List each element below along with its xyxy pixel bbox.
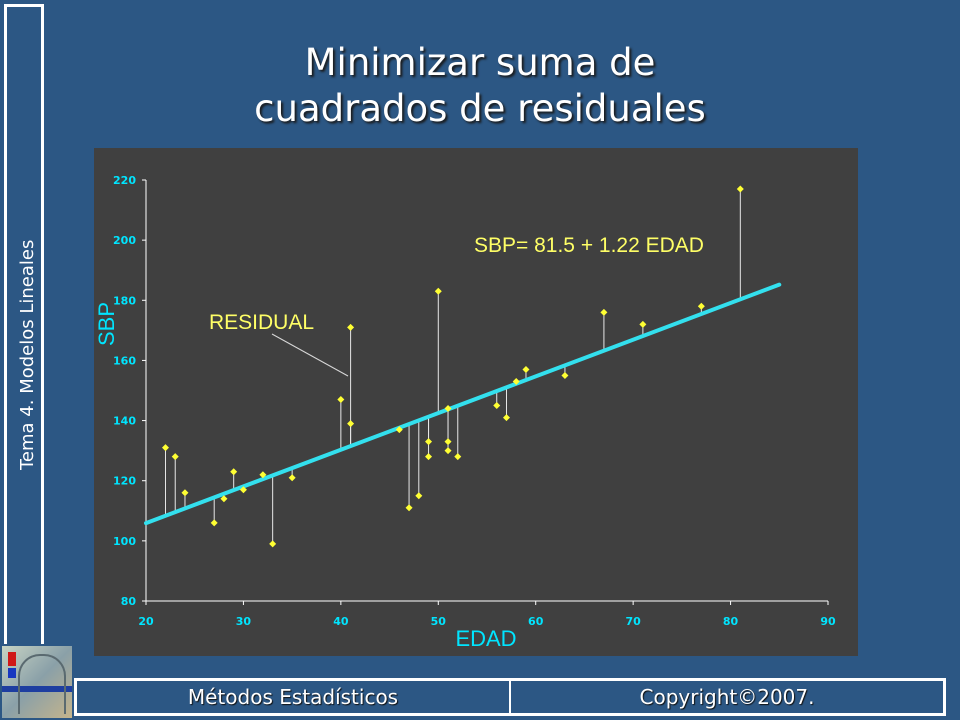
y-tick-label: 220 xyxy=(113,174,136,187)
x-tick-label: 60 xyxy=(528,615,544,628)
left-frame xyxy=(4,4,44,644)
y-tick-label: 120 xyxy=(113,475,136,488)
data-point xyxy=(522,365,530,373)
data-point xyxy=(512,377,520,385)
x-tick-label: 90 xyxy=(820,615,836,628)
chart-ticks: 20 30 40 50 60 70 80 90 80 100 120 140 160 180 200 220 xyxy=(113,174,836,628)
institution-logo xyxy=(2,646,72,718)
data-point xyxy=(454,453,462,461)
data-point xyxy=(444,405,452,413)
data-point xyxy=(444,447,452,455)
data-point xyxy=(347,323,355,331)
data-point xyxy=(415,492,423,500)
data-point xyxy=(230,468,238,476)
data-point xyxy=(600,308,608,316)
data-point xyxy=(405,504,413,512)
residual-lines xyxy=(164,189,741,544)
regression-line xyxy=(144,282,782,526)
data-point xyxy=(337,396,345,404)
data-point xyxy=(736,185,744,193)
footer-course: Métodos Estadísticos xyxy=(187,685,399,709)
y-tick-label: 160 xyxy=(113,354,136,367)
data-point xyxy=(239,486,247,494)
data-point xyxy=(288,474,296,482)
y-tick-label: 80 xyxy=(121,595,137,608)
data-point xyxy=(493,402,501,410)
data-point xyxy=(259,471,267,479)
x-tick-label: 70 xyxy=(625,615,641,628)
y-tick-label: 200 xyxy=(113,234,136,247)
logo-blue-mark xyxy=(8,668,16,678)
slide-title-line-1: Minimizar suma de xyxy=(304,41,656,84)
regression-line-group xyxy=(144,282,782,526)
data-points xyxy=(161,185,744,548)
residual-annotation-label: RESIDUAL xyxy=(209,311,314,334)
slide-title: Minimizar suma de cuadrados de residuale… xyxy=(100,40,860,132)
logo-arch xyxy=(18,654,66,714)
data-point xyxy=(502,414,510,422)
data-point xyxy=(425,438,433,446)
chart-axes xyxy=(145,180,828,602)
y-axis-label: SBP xyxy=(94,302,119,346)
y-tick-label: 180 xyxy=(113,294,136,307)
chart-panel: 20 30 40 50 60 70 80 90 80 100 120 140 160 180 200 220 … xyxy=(94,148,858,656)
data-point xyxy=(425,453,433,461)
data-point xyxy=(434,287,442,295)
data-point xyxy=(395,426,403,434)
x-tick-label: 50 xyxy=(431,615,447,628)
footer-copyright: Copyright©2007. xyxy=(509,681,943,713)
x-tick-label: 20 xyxy=(138,615,154,628)
logo-red-mark xyxy=(8,652,16,666)
slide-title-line-2: cuadrados de residuales xyxy=(254,87,706,130)
y-tick-label: 100 xyxy=(113,535,136,548)
data-point xyxy=(697,302,705,310)
data-point xyxy=(347,420,355,428)
footer-bar: Métodos Estadísticos Copyright©2007. xyxy=(74,678,946,716)
x-tick-label: 40 xyxy=(333,615,349,628)
y-tick-label: 140 xyxy=(113,415,136,428)
data-point xyxy=(220,495,228,503)
data-point xyxy=(210,519,218,527)
data-point xyxy=(161,444,169,452)
data-point xyxy=(444,438,452,446)
sidebar-title: Tema 4. Modelos Lineales xyxy=(17,239,38,470)
data-point xyxy=(269,540,277,548)
data-point xyxy=(171,453,179,461)
x-tick-label: 30 xyxy=(236,615,252,628)
data-point xyxy=(561,371,569,379)
logo-stripe xyxy=(2,686,72,692)
regression-equation-label: SBP= 81.5 + 1.22 EDAD xyxy=(474,234,704,257)
data-point xyxy=(181,489,189,497)
x-axis-label: EDAD xyxy=(455,626,516,651)
scatter-chart: 20 30 40 50 60 70 80 9080100120140160180200220 … xyxy=(94,174,836,651)
annotation-leader-line xyxy=(271,333,349,377)
data-point xyxy=(639,320,647,328)
x-tick-label: 80 xyxy=(723,615,739,628)
